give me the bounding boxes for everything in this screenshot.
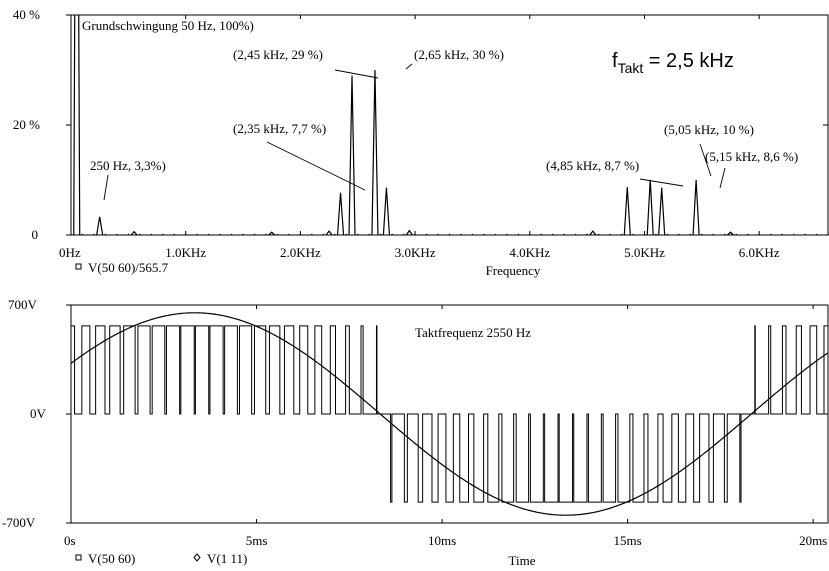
spectrum-peak [371, 69, 379, 236]
formula-f: f [612, 50, 618, 72]
spectrum-peak [623, 187, 631, 236]
spectrum-y-tick-label: 20 % [13, 117, 40, 132]
annotation-leader-line [103, 174, 109, 201]
spectrum-peak [589, 230, 597, 236]
spectrum-peak [692, 179, 700, 236]
time-y-tick-label: 700V [8, 297, 38, 312]
time-x-axis-label: Time [509, 553, 536, 568]
spectrum-x-tick-label: 1.0KHz [165, 245, 206, 260]
spectrum-peak [73, 14, 81, 236]
time-y-tick-label: -700V [2, 515, 36, 530]
time-x-tick-label: 15ms [614, 533, 642, 548]
spectrum-x-axis-label: Frequency [486, 263, 541, 278]
time-legend-label-2: V(1 11) [207, 551, 247, 566]
formula-subscript: Takt [618, 60, 644, 76]
spectrum-annotation: 250 Hz, 3,3%) [90, 158, 166, 173]
legend-diamond-marker-icon [193, 553, 201, 562]
spectrum-annotation: (2,65 kHz, 30 %) [414, 47, 504, 62]
spectrum-peak [382, 187, 391, 236]
spectrum-peak [336, 192, 345, 236]
spectrum-x-tick-label: 4.0KHz [509, 245, 550, 260]
annotation-leader-line [405, 63, 413, 70]
spectrum-x-tick-label: 6.0KHz [739, 245, 780, 260]
time-annotation: Taktfrequenz 2550 Hz [415, 325, 531, 340]
annotation-leader-line [699, 143, 712, 177]
spectrum-peak [325, 230, 333, 236]
time-x-tick-label: 10ms [428, 533, 456, 548]
annotation-leader-line [266, 141, 366, 191]
spectrum-legend: V(50 60)/565.7 [75, 260, 169, 275]
time-legend: V(50 60) V(1 11) [75, 551, 247, 566]
series-pwm-voltage [71, 325, 828, 503]
spectrum-peak [658, 187, 666, 236]
spectrum-peak [646, 179, 654, 236]
legend-square-marker-icon [75, 554, 82, 561]
spectrum-chart: 0 20 % 40 % 0Hz 1.0KHz 2.0KHz 3.0KHz 4.0KHz 5.0… [13, 7, 829, 278]
annotation-leader-line [719, 167, 726, 189]
spectrum-y-tick-label: 40 % [13, 7, 40, 22]
spectrum-annotation: (2,45 kHz, 29 %) [233, 47, 323, 62]
formula-value: = 2,5 kHz [643, 50, 734, 72]
time-y-tick-label: 0V [30, 406, 47, 421]
spectrum-annotation: (5,15 kHz, 8,6 %) [705, 149, 798, 164]
spectrum-x-tick-label: 0Hz [59, 245, 81, 260]
spectrum-x-tick-label: 2.0KHz [280, 245, 321, 260]
time-x-tick-label: 5ms [246, 533, 268, 548]
spectrum-peak [348, 75, 356, 236]
spectrum-peak [727, 231, 734, 236]
spectrum-annotation: Grundschwingung 50 Hz, 100%) [82, 18, 254, 33]
time-chart: 700V 0V -700V 0s 5ms 10ms 15ms 20ms Taktfreque… [2, 297, 829, 568]
spectrum-peak [130, 230, 138, 236]
spectrum-y-tick-label: 0 [32, 227, 39, 242]
spectrum-annotation: (4,85 kHz, 8,7 %) [546, 158, 639, 173]
annotation-leader-line [639, 178, 684, 187]
spectrum-annotation: (5,05 kHz, 10 %) [664, 122, 754, 137]
spectrum-legend-label: V(50 60)/565.7 [88, 260, 169, 275]
spectrum-peak [405, 229, 413, 236]
time-x-tick-label: 20ms [799, 533, 827, 548]
spectrum-noise-floor [71, 233, 829, 236]
spectrum-peak [96, 216, 104, 236]
spectrum-annotation: (2,35 kHz, 7,7 %) [233, 121, 326, 136]
annotation-leader-line [334, 69, 379, 79]
series-sine-voltage [70, 312, 829, 516]
legend-square-marker-icon [75, 263, 82, 270]
spectrum-peak [268, 231, 276, 236]
spectrum-x-tick-label: 3.0KHz [395, 245, 436, 260]
time-x-tick-label: 0s [64, 533, 76, 548]
spectrum-x-tick-label: 5.0KHz [624, 245, 665, 260]
carrier-frequency-formula: fTakt = 2,5 kHz [612, 50, 734, 76]
time-legend-label-1: V(50 60) [88, 551, 135, 566]
